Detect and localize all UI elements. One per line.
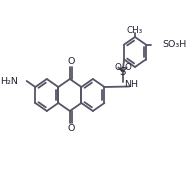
Text: O: O bbox=[114, 63, 121, 72]
Text: CH₃: CH₃ bbox=[127, 25, 143, 35]
Text: O: O bbox=[67, 57, 75, 66]
Text: O: O bbox=[124, 63, 131, 72]
Text: NH: NH bbox=[124, 80, 138, 89]
Text: SO₃H: SO₃H bbox=[162, 40, 187, 49]
Text: H₂N: H₂N bbox=[0, 77, 18, 85]
Text: O: O bbox=[67, 124, 75, 133]
Text: S: S bbox=[119, 67, 126, 77]
